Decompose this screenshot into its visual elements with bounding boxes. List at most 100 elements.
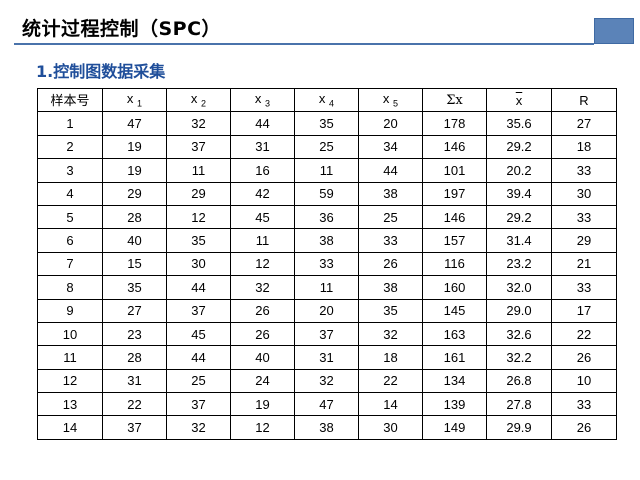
cell-x5: 30 (358, 415, 423, 440)
cell-mean-x: 39.4 (486, 181, 552, 206)
cell-sample-number: 11 (37, 345, 103, 370)
cell-mean-x: 26.8 (486, 368, 552, 394)
cell-x5: 20 (358, 111, 423, 136)
table-row: 12 31 25 24 32 22 134 26.8 10 (37, 368, 617, 394)
page-title: 统计过程控制（SPC） (22, 18, 222, 40)
cell-sample-number: 8 (37, 275, 103, 300)
cell-x4: 47 (294, 392, 359, 417)
cell-x2: 12 (166, 204, 231, 230)
table-row: 1 47 32 44 35 20 178 35.6 27 (37, 111, 617, 136)
section-title: 1.控制图数据采集 (36, 62, 166, 81)
table-row: 2 19 37 31 25 34 146 29.2 18 (37, 134, 617, 160)
cell-x1: 28 (102, 204, 167, 230)
cell-sum-x: 116 (422, 251, 487, 277)
cell-x4: 38 (294, 228, 359, 253)
cell-sample-number: 7 (37, 251, 103, 277)
cell-x4: 20 (294, 298, 359, 323)
cell-sum-x: 161 (422, 345, 487, 370)
table-row: 7 15 30 12 33 26 116 23.2 21 (37, 251, 617, 277)
cell-x4: 33 (294, 251, 359, 277)
cell-x3: 45 (230, 204, 295, 230)
cell-mean-x: 29.9 (486, 415, 552, 440)
cell-mean-x: 29.2 (486, 204, 552, 230)
cell-x2: 11 (166, 158, 231, 183)
cell-x5: 38 (358, 275, 423, 300)
cell-x4: 25 (294, 134, 359, 160)
cell-x1: 35 (102, 275, 167, 300)
cell-x3: 44 (230, 111, 295, 136)
cell-x5: 22 (358, 368, 423, 394)
table-row: 4 29 29 42 59 38 197 39.4 30 (37, 181, 617, 206)
cell-x4: 36 (294, 204, 359, 230)
cell-sample-number: 3 (37, 158, 103, 183)
cell-sum-x: 178 (422, 111, 487, 136)
cell-mean-x: 29.0 (486, 298, 552, 323)
cell-sample-number: 5 (37, 204, 103, 230)
cell-x3: 19 (230, 392, 295, 417)
cell-x3: 26 (230, 321, 295, 347)
header-x5: x 5 (358, 87, 423, 113)
cell-x5: 18 (358, 345, 423, 370)
table-row: 6 40 35 11 38 33 157 31.4 29 (37, 228, 617, 253)
cell-mean-x: 32.2 (486, 345, 552, 370)
cell-sample-number: 9 (37, 298, 103, 323)
cell-x4: 11 (294, 158, 359, 183)
cell-x2: 37 (166, 392, 231, 417)
table-header-row: 样本号 x 1 x 2 x 3 x 4 x 5 Σx x R (37, 87, 617, 113)
cell-x1: 15 (102, 251, 167, 277)
cell-x1: 29 (102, 181, 167, 206)
cell-x5: 14 (358, 392, 423, 417)
cell-x2: 45 (166, 321, 231, 347)
header-accent-block (594, 18, 634, 44)
cell-x3: 26 (230, 298, 295, 323)
table-row: 8 35 44 32 11 38 160 32.0 33 (37, 275, 617, 300)
cell-range: 26 (551, 345, 617, 370)
cell-x5: 26 (358, 251, 423, 277)
table-row: 9 27 37 26 20 35 145 29.0 17 (37, 298, 617, 323)
header-x3: x 3 (230, 87, 295, 113)
cell-x1: 40 (102, 228, 167, 253)
header-x1: x 1 (102, 87, 167, 113)
table-row: 5 28 12 45 36 25 146 29.2 33 (37, 204, 617, 230)
cell-x5: 44 (358, 158, 423, 183)
cell-range: 33 (551, 275, 617, 300)
table-row: 13 22 37 19 47 14 139 27.8 33 (37, 392, 617, 417)
cell-sample-number: 13 (37, 392, 103, 417)
cell-x1: 28 (102, 345, 167, 370)
cell-mean-x: 27.8 (486, 392, 552, 417)
cell-x1: 22 (102, 392, 167, 417)
cell-sum-x: 157 (422, 228, 487, 253)
cell-x2: 44 (166, 345, 231, 370)
control-chart-data-table: 样本号 x 1 x 2 x 3 x 4 x 5 Σx x R 1 47 32 44 35… (37, 87, 617, 440)
cell-range: 33 (551, 392, 617, 417)
cell-mean-x: 23.2 (486, 251, 552, 277)
cell-sum-x: 146 (422, 204, 487, 230)
header-x4: x 4 (294, 87, 359, 113)
cell-range: 17 (551, 298, 617, 323)
cell-sum-x: 163 (422, 321, 487, 347)
cell-x2: 35 (166, 228, 231, 253)
cell-x2: 30 (166, 251, 231, 277)
cell-x3: 32 (230, 275, 295, 300)
cell-range: 21 (551, 251, 617, 277)
header-mean-x: x (486, 87, 552, 113)
cell-range: 30 (551, 181, 617, 206)
cell-x5: 38 (358, 181, 423, 206)
cell-range: 29 (551, 228, 617, 253)
cell-x3: 40 (230, 345, 295, 370)
cell-x5: 34 (358, 134, 423, 160)
cell-x3: 24 (230, 368, 295, 394)
cell-x2: 37 (166, 298, 231, 323)
cell-sample-number: 10 (37, 321, 103, 347)
header-sample-number: 样本号 (37, 87, 103, 113)
cell-sum-x: 149 (422, 415, 487, 440)
cell-x1: 31 (102, 368, 167, 394)
cell-mean-x: 31.4 (486, 228, 552, 253)
cell-mean-x: 20.2 (486, 158, 552, 183)
cell-x4: 32 (294, 368, 359, 394)
cell-sum-x: 146 (422, 134, 487, 160)
cell-range: 33 (551, 158, 617, 183)
table-row: 11 28 44 40 31 18 161 32.2 26 (37, 345, 617, 370)
cell-x4: 31 (294, 345, 359, 370)
cell-x2: 32 (166, 111, 231, 136)
